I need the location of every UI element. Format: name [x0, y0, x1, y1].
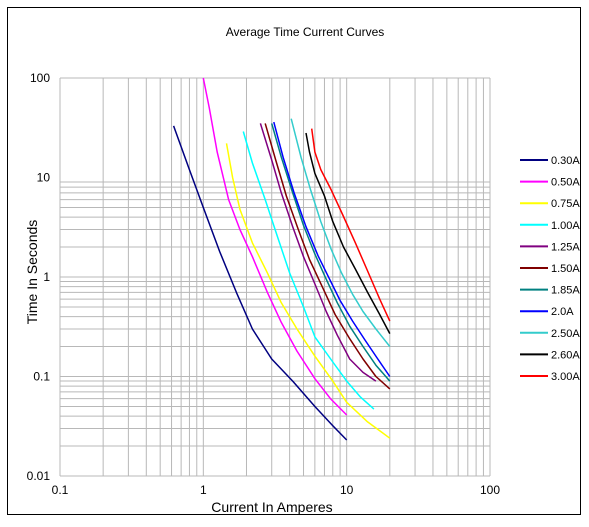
- legend-label: 0.50A: [551, 177, 580, 189]
- series-line-0.30A: [172, 125, 348, 441]
- legend-label: 1.25A: [551, 241, 580, 253]
- y-tick-label: 1: [43, 270, 50, 284]
- x-tick-label: 0.1: [52, 483, 69, 497]
- legend-label: 2.60A: [551, 349, 580, 361]
- chart-title: Average Time Current Curves: [226, 25, 385, 39]
- series-line-3.00A: [310, 128, 391, 322]
- legend-label: 2.50A: [551, 328, 580, 340]
- x-tick-label: 10: [340, 483, 354, 497]
- x-axis-label: Current In Amperes: [211, 499, 332, 515]
- legend-label: 1.00A: [551, 220, 580, 232]
- series-line-0.75A: [225, 143, 391, 439]
- y-tick-label: 100: [30, 71, 50, 85]
- series-line-1.25A: [259, 123, 377, 382]
- y-axis-label: Time In Seconds: [24, 220, 40, 325]
- legend-label: 1.85A: [551, 285, 580, 297]
- series-line-0.50A: [202, 77, 348, 416]
- series-line-2.60A: [305, 132, 391, 334]
- x-tick-label: 100: [480, 483, 500, 497]
- legend-label: 0.75A: [551, 198, 580, 210]
- series-line-2.0A: [273, 121, 391, 377]
- x-tick-label: 1: [200, 483, 207, 497]
- series-line-1.85A: [270, 123, 391, 382]
- y-tick-label: 0.01: [27, 469, 51, 483]
- series-group: [172, 77, 391, 441]
- series-line-1.50A: [264, 123, 391, 390]
- y-tick-label: 10: [37, 171, 51, 185]
- legend-label: 2.0A: [551, 306, 574, 318]
- legend-label: 1.50A: [551, 263, 580, 275]
- legend-label: 3.00A: [551, 371, 580, 383]
- legend-label: 0.30A: [551, 155, 580, 167]
- series-line-1.00A: [242, 131, 375, 410]
- legend: 0.30A 0.50A 0.75A 1.00A 1.25A 1.50A 1.85A 2.0A 2…: [520, 155, 580, 383]
- chart-border: [7, 7, 581, 515]
- series-line-2.50A: [290, 118, 391, 347]
- y-tick-label: 0.1: [33, 370, 50, 384]
